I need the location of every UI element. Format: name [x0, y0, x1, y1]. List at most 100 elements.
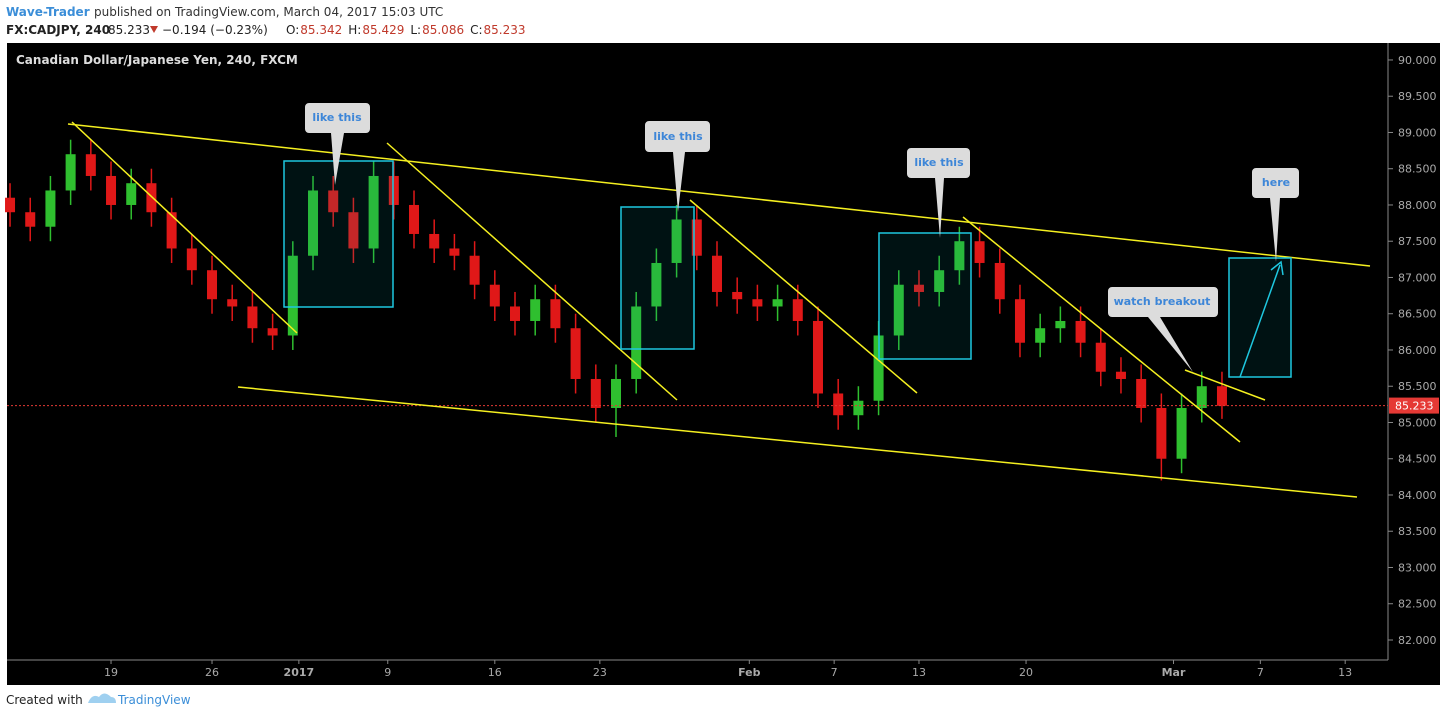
ohlc-value: 85.086 — [422, 23, 464, 37]
marks: 90.000 89.500 89.000 88.500 88.000 87.500 87.0… — [5, 54, 1439, 679]
candle-body — [974, 241, 985, 263]
callout-text: like this — [653, 130, 703, 143]
trendline — [386, 142, 678, 401]
callouts — [305, 103, 1299, 372]
candle-body — [732, 291, 743, 300]
candle-body — [368, 175, 379, 249]
y-tick-label: 87.000 — [1398, 271, 1437, 284]
x-tick-label: 19 — [104, 666, 118, 679]
candle-body — [1196, 386, 1207, 408]
y-tick-label: 84.500 — [1398, 453, 1437, 466]
change: −0.194 (−0.23%) — [162, 23, 268, 37]
symbol: FX:CADJPY, 240 — [6, 23, 110, 37]
candle-body — [954, 241, 965, 271]
candle-body — [812, 320, 823, 394]
candle-body — [1035, 328, 1046, 343]
author[interactable]: Wave-Trader — [6, 5, 90, 19]
candle-body — [1095, 342, 1106, 372]
candle-body — [1075, 320, 1086, 343]
down-arrow — [150, 26, 158, 33]
ohlc-key: O: — [286, 23, 299, 37]
y-tick-label: 86.000 — [1398, 344, 1437, 357]
candle-body — [388, 175, 399, 205]
candle-body — [45, 190, 56, 227]
candle-body — [651, 262, 662, 307]
callout-text: like this — [312, 111, 362, 124]
candle-body — [530, 299, 541, 321]
candle-body — [267, 328, 278, 336]
y-tick-label: 86.500 — [1398, 308, 1437, 321]
candle-body — [752, 299, 763, 307]
candle-body — [1055, 320, 1066, 329]
x-tick-label: 9 — [384, 666, 391, 679]
candle-body — [873, 335, 884, 401]
candle-body — [1156, 407, 1167, 459]
ohlc: O: 85.342 H: 85.429 L: 85.086 C: 85.233 — [286, 23, 526, 37]
x-tick-label: 20 — [1019, 666, 1033, 679]
candle-body — [772, 299, 783, 307]
y-tick-label: 88.500 — [1398, 163, 1437, 176]
candle-body — [631, 306, 642, 379]
y-tick-label: 83.500 — [1398, 525, 1437, 538]
x-tick-label: 7 — [831, 666, 838, 679]
candle-body — [207, 270, 218, 300]
ohlc-value: 85.429 — [362, 23, 404, 37]
box — [1228, 257, 1292, 378]
callout — [305, 103, 370, 185]
x-tick-label: 23 — [593, 666, 607, 679]
candle-body — [348, 212, 359, 249]
last-price-label: 85.233 — [1395, 400, 1434, 413]
callout — [645, 121, 710, 212]
y-tick-label: 89.000 — [1398, 126, 1437, 139]
candle-body — [328, 190, 339, 213]
callout — [1108, 287, 1218, 372]
callout — [1252, 168, 1299, 262]
x-tick-label: 13 — [912, 666, 926, 679]
y-tick-label: 87.500 — [1398, 235, 1437, 248]
candle-body — [510, 306, 521, 321]
x-tick-label: 26 — [205, 666, 219, 679]
time-axis — [7, 660, 1388, 685]
y-tick-label: 82.500 — [1398, 598, 1437, 611]
box — [620, 206, 695, 350]
candle-body — [126, 183, 137, 205]
ohlc-key: C: — [470, 23, 482, 37]
candle-body — [590, 378, 601, 408]
candle-body — [853, 400, 864, 416]
candle-body — [550, 299, 561, 329]
candle-body — [25, 212, 36, 227]
trendline — [1184, 369, 1266, 401]
y-tick-label: 90.000 — [1398, 54, 1437, 67]
candle-body — [106, 175, 117, 205]
candle-body — [186, 248, 197, 271]
y-tick-label: 82.000 — [1398, 634, 1437, 647]
created-with: Created with — [6, 693, 83, 707]
trendline — [237, 386, 1358, 498]
y-tick-label: 89.500 — [1398, 90, 1437, 103]
y-tick-label: 85.500 — [1398, 380, 1437, 393]
x-tick-label: 2017 — [284, 666, 315, 679]
candle-body — [166, 212, 177, 249]
candle-body — [913, 284, 924, 292]
candle-body — [85, 154, 96, 176]
candle-body — [287, 255, 298, 336]
candle-body — [691, 219, 702, 256]
candle-body — [5, 197, 16, 213]
candle-body — [994, 262, 1005, 300]
callout-text: watch breakout — [1114, 295, 1211, 308]
published: published on TradingView.com, March 04, … — [94, 5, 443, 19]
callout-text: here — [1262, 176, 1290, 189]
boxes — [283, 160, 1292, 378]
candle-body — [711, 255, 722, 292]
last-price-box — [1389, 397, 1439, 414]
arrow — [1239, 264, 1281, 378]
brand[interactable]: TradingView — [117, 693, 191, 707]
candle-body — [671, 219, 682, 263]
candle-body — [409, 204, 420, 234]
chart-title: Canadian Dollar/Japanese Yen, 240, FXCM — [16, 53, 298, 67]
x-tick-label: 7 — [1257, 666, 1264, 679]
candle-body — [227, 299, 238, 307]
x-tick-label: 16 — [488, 666, 502, 679]
